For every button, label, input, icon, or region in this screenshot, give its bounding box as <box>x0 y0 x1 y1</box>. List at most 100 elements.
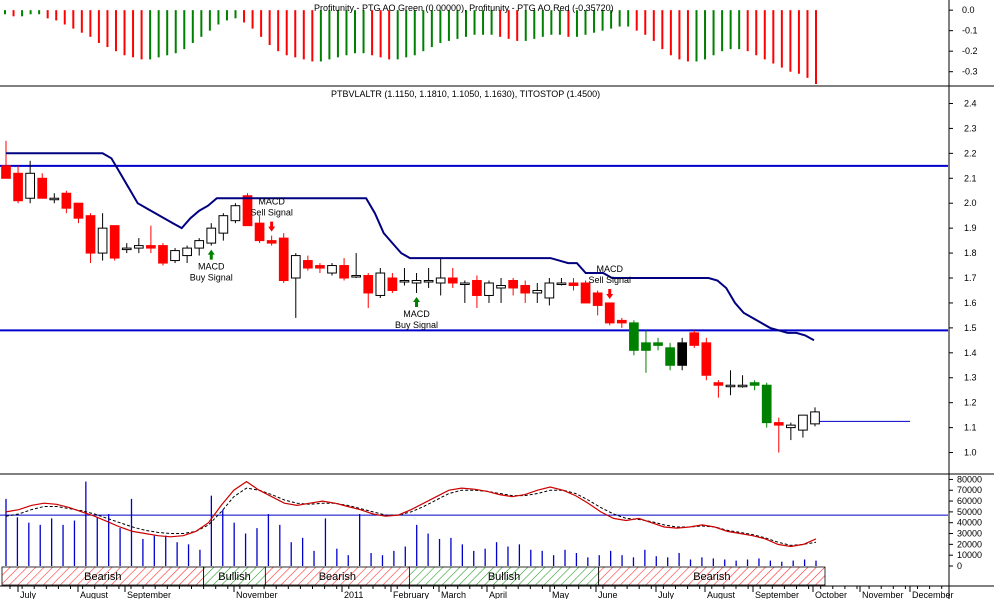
trend-band-label: Bearish <box>84 571 121 583</box>
candle-body <box>375 272 386 296</box>
x-tick-label: July <box>658 590 675 599</box>
annotation-label: Buy Signal <box>190 273 233 283</box>
candle-body <box>580 282 591 304</box>
candle-body <box>447 277 458 284</box>
candle-body <box>61 192 72 209</box>
y-tick-label: -0.3 <box>962 67 978 77</box>
trend-band-bullish: Bullish <box>408 566 600 586</box>
y-tick-label: 1.1 <box>964 423 977 433</box>
annotation-label: MACD <box>258 197 285 207</box>
candle-body <box>641 342 651 351</box>
candle-body <box>484 282 494 296</box>
y-tick-label: 60000 <box>957 496 982 506</box>
candle-body <box>761 384 772 424</box>
candle-body <box>810 411 820 425</box>
candle-body <box>194 240 205 249</box>
candle-body <box>315 265 325 269</box>
candle-body <box>423 280 434 283</box>
candle-body <box>303 260 313 269</box>
candle-body <box>351 275 362 278</box>
candle-body <box>387 277 398 291</box>
x-tick-label: April <box>489 590 507 599</box>
x-tick-label: November <box>236 590 278 599</box>
y-tick-label: -0.1 <box>962 26 978 36</box>
y-tick-label: 1.0 <box>964 448 977 458</box>
y-tick-label: 1.3 <box>964 373 977 383</box>
price-panel-title: PTBVLALTR (1.1150, 1.1810, 1.1050, 1.163… <box>331 89 600 99</box>
candle-body <box>737 384 748 388</box>
candle-body <box>749 382 760 386</box>
candle-body <box>435 277 446 284</box>
candle-body <box>13 172 23 202</box>
sell-arrow-icon <box>606 288 614 299</box>
x-tick-label: October <box>815 590 847 599</box>
candle-body <box>109 225 120 259</box>
y-tick-label: 80000 <box>957 474 982 484</box>
candle-body <box>290 255 301 279</box>
candle-body <box>544 282 555 299</box>
x-tick-label: September <box>755 590 799 599</box>
trend-band-label: Bearish <box>693 571 730 583</box>
candle-body <box>604 302 615 324</box>
volume-macd-panel: 8000070000600005000040000300002000010000… <box>0 474 982 586</box>
trend-band-label: Bullish <box>218 571 250 583</box>
y-tick-label: 2.0 <box>964 198 977 208</box>
candle-body <box>327 265 337 274</box>
y-tick-label: 10000 <box>957 550 982 560</box>
ao-oscillator-panel: 0.0 -0.1 -0.2 -0.3 <box>4 5 978 84</box>
candle-body <box>242 195 253 227</box>
annotation-label: MACD <box>198 262 225 272</box>
candle-body <box>133 245 144 249</box>
candle-body <box>713 382 724 386</box>
y-tick-label: 70000 <box>957 485 982 495</box>
candle-body <box>773 422 784 426</box>
x-tick-label: June <box>598 590 618 599</box>
price-panel: 2.4 2.3 2.2 2.1 2.0 1.9 1.8 1.7 1.6 1.5 1.4 1.3 1.2 1… <box>0 98 977 458</box>
annotation-label: Sell Signal <box>588 275 631 285</box>
y-tick-label: 1.8 <box>964 248 977 258</box>
candle-body <box>230 205 241 222</box>
candle-body <box>206 227 217 244</box>
x-tick-label: December <box>912 590 954 599</box>
candle-body <box>665 347 675 366</box>
candle-body <box>653 342 663 346</box>
annotation-label: MACD <box>403 309 430 319</box>
titostop-line <box>6 152 815 342</box>
trend-band-bearish: Bearish <box>264 566 410 586</box>
y-tick-label: 2.4 <box>964 98 977 108</box>
buy-arrow-icon <box>207 249 215 260</box>
trend-band-label: Bullish <box>488 571 520 583</box>
candle-body <box>616 319 627 324</box>
macd-line <box>5 480 817 548</box>
x-tick-label: May <box>552 590 570 599</box>
x-tick-label: 2011 <box>344 590 363 599</box>
y-tick-label: 1.9 <box>964 223 977 233</box>
candle-body <box>677 342 688 366</box>
x-tick-label: August <box>80 590 109 599</box>
x-axis: July August September November 2011 February M… <box>9 586 954 599</box>
candle-body <box>146 245 156 249</box>
candle-body <box>182 247 192 257</box>
sell-arrow-icon <box>268 221 276 232</box>
y-tick-label: 1.2 <box>964 398 977 408</box>
y-tick-label: 40000 <box>957 518 982 528</box>
candle-body <box>472 280 482 296</box>
y-tick-label: 1.4 <box>964 348 977 358</box>
y-tick-label: 0.0 <box>962 5 975 15</box>
candle-body <box>278 237 289 282</box>
buy-arrow-icon <box>413 296 421 307</box>
candle-body <box>85 215 96 254</box>
candle-body <box>411 280 422 284</box>
x-tick-label: February <box>393 590 430 599</box>
candle-body <box>568 282 579 286</box>
candle-body <box>520 284 531 294</box>
candle-body <box>532 289 543 294</box>
trend-band-bearish: Bearish <box>1 566 205 586</box>
candle-body <box>363 275 374 294</box>
candle-body <box>786 424 796 429</box>
candle-body <box>496 284 506 289</box>
